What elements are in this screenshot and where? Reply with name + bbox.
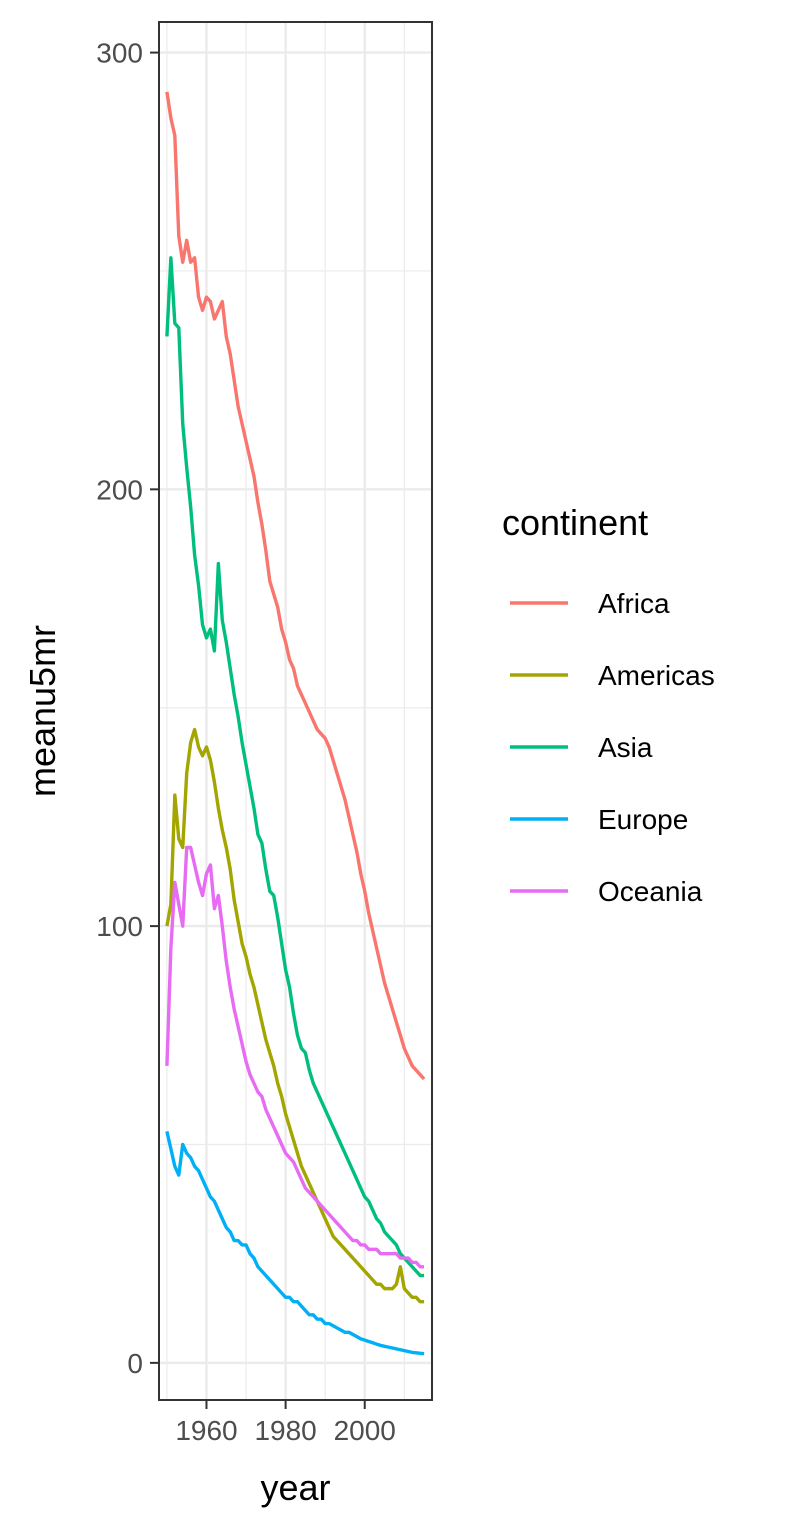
x-tick-label: 2000: [334, 1415, 396, 1446]
legend-items: Africa Americas Asia Europe Oceania: [510, 588, 715, 907]
series-lines: [165, 91, 426, 1356]
y-tick-label: 200: [96, 474, 143, 505]
legend-label-asia: Asia: [598, 732, 653, 763]
legend: continent Africa Americas Asia Europe Oceani…: [502, 502, 715, 907]
series-line-europe: [165, 1131, 425, 1356]
series-line-americas: [165, 727, 425, 1304]
series-line-oceania: [165, 845, 425, 1269]
series-line-asia: [165, 256, 425, 1278]
x-axis: 1960 1980 2000: [175, 1400, 396, 1446]
legend-title: continent: [502, 502, 648, 543]
x-axis-title: year: [260, 1467, 330, 1508]
y-tick-label: 0: [127, 1348, 143, 1379]
grid-major: [159, 22, 432, 1400]
legend-label-americas: Americas: [598, 660, 715, 691]
panel-background: [159, 22, 432, 1400]
series-line-africa: [165, 91, 426, 1081]
legend-label-oceania: Oceania: [598, 876, 703, 907]
legend-label-africa: Africa: [598, 588, 670, 619]
y-axis-title: meanu5mr: [22, 625, 63, 797]
legend-label-europe: Europe: [598, 804, 688, 835]
x-tick-label: 1980: [254, 1415, 316, 1446]
x-tick-label: 1960: [175, 1415, 237, 1446]
y-axis: 0 100 200 300: [96, 38, 159, 1379]
panel-border: [158, 21, 433, 1401]
y-tick-label: 100: [96, 911, 143, 942]
y-tick-label: 300: [96, 38, 143, 69]
